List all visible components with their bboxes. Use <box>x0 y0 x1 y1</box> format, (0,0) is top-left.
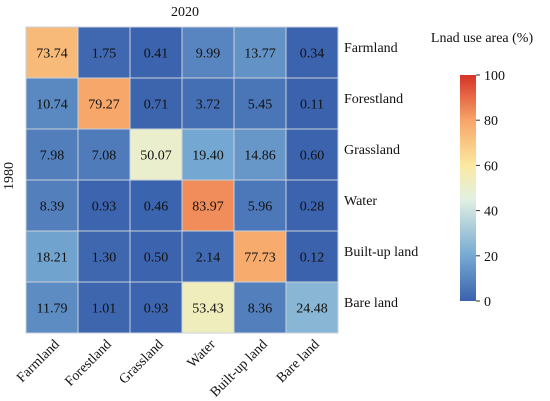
cell-value-label: 24.48 <box>296 302 328 317</box>
column-label: Grassland <box>117 337 167 387</box>
cell-value-label: 14.86 <box>244 149 276 164</box>
cell-value-label: 1.75 <box>92 47 117 62</box>
heatmap-cell <box>285 179 339 232</box>
heatmap-cell <box>77 77 131 130</box>
colorbar-title: Lnad use area (%) <box>431 31 534 46</box>
cell-value-label: 1.01 <box>92 302 117 317</box>
heatmap-cell-labels: 73.74 1.75 0.41 9.99 13.77 0.34 10.74 79.27 0.71… <box>36 47 328 317</box>
heatmap-cell <box>129 26 183 79</box>
heatmap-cell <box>233 128 287 181</box>
cell-value-label: 11.79 <box>37 302 68 317</box>
y-axis-label: 1980 <box>2 162 17 190</box>
heatmap-cell <box>181 128 235 181</box>
heatmap-cell <box>233 179 287 232</box>
chart-title: 2020 <box>171 5 199 20</box>
cell-value-label: 0.41 <box>144 47 169 62</box>
heatmap-cell <box>77 128 131 181</box>
colorbar: Lnad use area (%) 100 80 60 40 20 0 <box>431 31 534 310</box>
cell-value-label: 0.46 <box>144 200 169 215</box>
cell-value-label: 50.07 <box>140 149 172 164</box>
cell-value-label: 0.34 <box>300 47 325 62</box>
cell-value-label: 0.93 <box>144 302 169 317</box>
cell-value-label: 73.74 <box>36 47 68 62</box>
heatmap-cell <box>181 179 235 232</box>
cell-value-label: 7.98 <box>40 149 65 164</box>
cell-value-label: 53.43 <box>192 302 224 317</box>
heatmap-cell <box>285 77 339 130</box>
row-label: Farmland <box>344 41 398 56</box>
cell-value-label: 13.77 <box>244 47 276 62</box>
cell-value-label: 8.39 <box>40 200 65 215</box>
colorbar-tick-label: 20 <box>484 250 498 265</box>
heatmap-cell <box>233 281 287 334</box>
heatmap-cell <box>285 26 339 79</box>
cell-value-label: 0.71 <box>144 98 169 113</box>
row-label: Forestland <box>344 92 403 107</box>
cell-value-label: 10.74 <box>36 98 68 113</box>
cell-value-label: 0.11 <box>300 98 324 113</box>
cell-value-label: 5.96 <box>248 200 273 215</box>
heatmap-cell <box>129 230 183 283</box>
heatmap-cell <box>181 281 235 334</box>
colorbar-ticks: 100 80 60 40 20 0 <box>476 69 505 310</box>
colorbar-tick-label: 100 <box>484 69 505 84</box>
column-label: Water <box>185 337 219 371</box>
heatmap-cell <box>25 179 79 232</box>
row-label: Water <box>344 194 377 209</box>
cell-value-label: 9.99 <box>196 47 221 62</box>
colorbar-tick-label: 80 <box>484 114 498 129</box>
colorbar-gradient <box>460 75 476 301</box>
row-labels: Farmland Forestland Grassland Water Built-up… <box>344 41 418 311</box>
cell-value-label: 0.50 <box>144 251 169 266</box>
cell-value-label: 0.28 <box>300 200 325 215</box>
heatmap-cell <box>25 281 79 334</box>
colorbar-tick-label: 60 <box>484 159 498 174</box>
heatmap-cell <box>233 230 287 283</box>
cell-value-label: 1.30 <box>92 251 117 266</box>
row-label: Bare land <box>344 296 398 311</box>
colorbar-tick-label: 0 <box>484 295 491 310</box>
heatmap-cells <box>25 26 339 334</box>
cell-value-label: 0.60 <box>300 149 325 164</box>
cell-value-label: 2.14 <box>196 251 221 266</box>
heatmap-cell <box>77 179 131 232</box>
heatmap-cell <box>285 281 339 334</box>
heatmap-cell <box>25 230 79 283</box>
heatmap-cell <box>285 230 339 283</box>
column-label: Farmland <box>14 337 63 386</box>
row-label: Built-up land <box>344 245 418 260</box>
colorbar-tick-label: 40 <box>484 205 498 220</box>
cell-value-label: 0.93 <box>92 200 117 215</box>
heatmap-cell <box>77 26 131 79</box>
heatmap-cell <box>181 77 235 130</box>
cell-value-label: 8.36 <box>248 302 273 317</box>
heatmap-cell <box>285 128 339 181</box>
cell-value-label: 18.21 <box>36 251 68 266</box>
cell-value-label: 83.97 <box>192 200 224 215</box>
row-label: Grassland <box>344 143 400 158</box>
cell-value-label: 0.12 <box>300 251 325 266</box>
cell-value-label: 79.27 <box>88 98 120 113</box>
heatmap-cell <box>181 230 235 283</box>
cell-value-label: 7.08 <box>92 149 117 164</box>
column-label: Bare land <box>274 337 323 386</box>
cell-value-label: 3.72 <box>196 98 221 113</box>
cell-value-label: 77.73 <box>244 251 276 266</box>
column-labels: Farmland Forestland Grassland WaterBuilt-up… <box>14 337 323 400</box>
cell-value-label: 5.45 <box>248 98 273 113</box>
column-label: Forestland <box>62 337 114 389</box>
heatmap-cell <box>129 179 183 232</box>
heatmap-cell <box>25 26 79 79</box>
cell-value-label: 19.40 <box>192 149 224 164</box>
